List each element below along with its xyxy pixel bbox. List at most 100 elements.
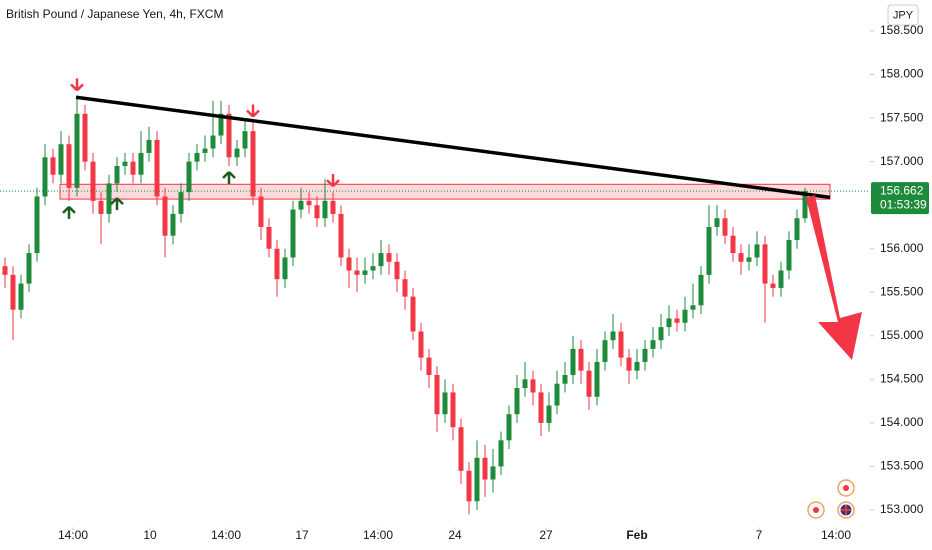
candle-body — [530, 379, 536, 393]
x-tick-label: 10 — [143, 528, 157, 542]
candle-body — [706, 226, 712, 275]
candle-body — [666, 318, 672, 328]
candle-body — [378, 253, 384, 267]
candle-body — [394, 261, 400, 280]
candle-body — [234, 148, 240, 158]
candle-body — [418, 331, 424, 358]
currency-label[interactable]: JPY — [893, 9, 914, 21]
event-icon-dot — [843, 485, 849, 491]
candle-body — [754, 244, 760, 258]
x-tick-label: 27 — [539, 528, 553, 542]
candle-body — [786, 240, 792, 271]
candle-body — [730, 235, 736, 254]
candle-body — [458, 427, 464, 471]
candle-body — [714, 218, 720, 227]
candle-body — [642, 348, 648, 362]
trendline — [75, 95, 831, 200]
candle-body — [682, 309, 688, 323]
up-arrow — [62, 205, 76, 219]
candle-body — [50, 157, 56, 175]
candle-body — [282, 257, 288, 280]
candle-body — [778, 270, 784, 288]
candle-body — [370, 266, 376, 271]
candle-body — [674, 318, 680, 323]
price-badge-label: 156.662 — [880, 183, 924, 197]
y-tick-label: 157.500 — [880, 110, 924, 124]
candle-body — [698, 274, 704, 306]
candle-body — [442, 392, 448, 415]
y-tick-label: 154.000 — [880, 415, 924, 429]
candle-body — [218, 113, 224, 136]
candle-body — [298, 200, 304, 210]
up-arrow — [110, 197, 124, 211]
candle-body — [538, 392, 544, 423]
y-tick-label: 154.500 — [880, 372, 924, 386]
plot-area: 153.000 153.500 154.000 154.500 155.000 155.5… — [0, 23, 929, 542]
candle-body — [386, 253, 392, 262]
candle-body — [602, 340, 608, 362]
y-tick-label: 155.000 — [880, 328, 924, 342]
candle-body — [410, 296, 416, 332]
candle-body — [10, 274, 16, 310]
price-badge — [871, 182, 929, 215]
candle-body — [202, 148, 208, 153]
candle-body — [82, 113, 88, 162]
candle-body — [762, 244, 768, 284]
resistance-zone — [59, 183, 831, 200]
candle-body — [226, 113, 232, 158]
candle-body — [426, 357, 432, 376]
y-tick-label: 158.500 — [880, 23, 924, 37]
candle-body — [90, 161, 96, 201]
candle-body — [162, 196, 168, 236]
candle-body — [122, 161, 128, 167]
candle-body — [266, 226, 272, 249]
y-tick-label: 158.000 — [880, 67, 924, 81]
candle-body — [34, 196, 40, 254]
y-tick-label: 155.500 — [880, 284, 924, 298]
candle-body — [146, 139, 152, 153]
x-tick-label: 14:00 — [211, 528, 241, 542]
candle-body — [586, 370, 592, 397]
candle-body — [258, 196, 264, 227]
x-tick-label: 7 — [756, 528, 763, 542]
x-tick-label: 24 — [448, 528, 462, 542]
candle-body — [18, 283, 24, 310]
candle-body — [434, 375, 440, 415]
candle-body — [498, 440, 504, 467]
candle-body — [802, 191, 808, 219]
candle-body — [610, 331, 616, 341]
candle-body — [330, 200, 336, 214]
candle-body — [338, 213, 344, 258]
candle-body — [2, 266, 8, 275]
candle-body — [354, 270, 360, 275]
x-tick-label: Feb — [626, 528, 647, 542]
candle-body — [194, 152, 200, 162]
candle-body — [362, 270, 368, 275]
down-arrow — [326, 174, 340, 188]
candle-body — [154, 139, 160, 197]
candle-body — [570, 348, 576, 376]
candle-body — [138, 152, 144, 175]
candle-body — [58, 144, 64, 175]
candle-body — [74, 113, 80, 188]
candle-body — [554, 383, 560, 406]
y-tick-label: 157.000 — [880, 154, 924, 168]
y-tick-label: 153.500 — [880, 459, 924, 473]
currency-box[interactable] — [887, 4, 919, 26]
candle-body — [658, 327, 664, 341]
countdown-label: 01:53:39 — [880, 197, 927, 211]
candle-body — [274, 248, 280, 280]
candle-body — [210, 135, 216, 149]
x-tick-label: 14:00 — [821, 528, 851, 542]
candle-body — [306, 200, 312, 206]
candle-body — [482, 457, 488, 480]
candle-body — [66, 144, 72, 188]
candle-body — [738, 253, 744, 262]
candle-body — [130, 161, 136, 175]
x-tick-label: 14:00 — [58, 528, 88, 542]
candle-body — [402, 279, 408, 297]
y-tick-label: 156.000 — [880, 241, 924, 255]
